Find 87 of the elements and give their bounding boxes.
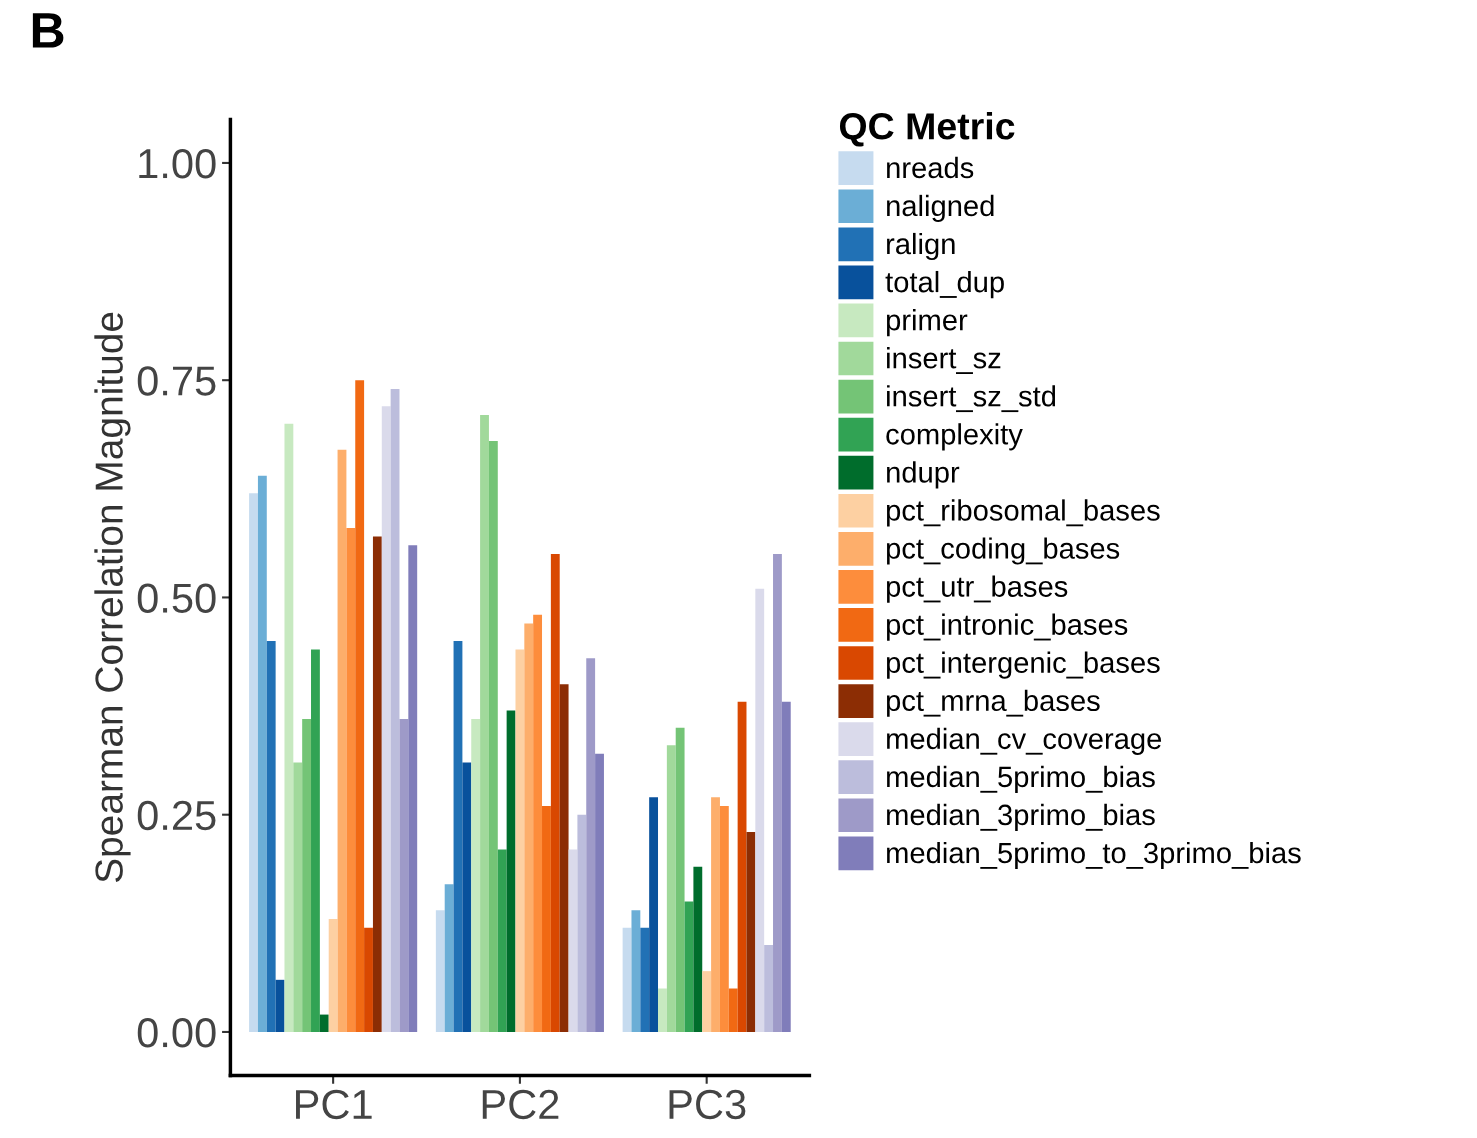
bar — [586, 658, 596, 1032]
bar — [453, 640, 463, 1032]
legend-label: median_5primo_bias — [887, 765, 1155, 793]
bar — [711, 797, 720, 1032]
bar — [390, 388, 400, 1032]
bar — [399, 719, 409, 1032]
x-tick-label: PC3 — [669, 1089, 746, 1120]
bar — [302, 719, 312, 1032]
bar — [515, 649, 525, 1032]
bar — [328, 918, 338, 1032]
bar — [781, 701, 791, 1032]
y-tick-label: 0.75 — [137, 366, 216, 396]
legend-label: ndupr — [887, 461, 960, 489]
bar — [550, 554, 560, 1032]
bar — [702, 971, 712, 1032]
bar — [773, 554, 782, 1032]
bar — [755, 588, 765, 1032]
bar — [346, 527, 356, 1032]
legend-title: QC Metric — [839, 112, 1015, 147]
y-axis-title: Spearman Correlation Magnitude — [94, 312, 131, 883]
bar — [337, 449, 347, 1032]
legend-label: insert_sz — [887, 347, 1001, 375]
y-tick-label: 0.25 — [137, 800, 216, 831]
bar — [311, 649, 320, 1032]
bar — [631, 910, 641, 1032]
bar — [622, 927, 632, 1032]
bar — [284, 423, 294, 1032]
legend-label: naligned — [887, 194, 994, 223]
bar — [568, 849, 578, 1032]
bar — [355, 380, 365, 1032]
bar — [595, 753, 604, 1032]
legend-label: pct_intergenic_bases — [886, 651, 1160, 679]
bar — [293, 762, 303, 1032]
bar — [684, 901, 694, 1032]
legend-label: median_5primo_to_3primo_bias — [887, 841, 1301, 870]
bar — [640, 927, 650, 1032]
bar — [649, 797, 659, 1032]
bar — [471, 719, 481, 1032]
legend-label: ralign — [887, 232, 955, 261]
bar — [728, 988, 738, 1032]
bar — [488, 441, 498, 1032]
bar — [435, 910, 445, 1032]
x-tick-label: PC2 — [482, 1089, 559, 1120]
legend-label: complexity — [886, 423, 1023, 451]
text: B — [32, 13, 64, 48]
bar — [719, 806, 729, 1032]
bar — [524, 623, 534, 1032]
bar — [658, 988, 667, 1032]
bar — [266, 640, 276, 1032]
bar — [319, 1014, 329, 1032]
bar — [480, 414, 489, 1032]
bar — [542, 806, 551, 1032]
legend-label: nreads — [887, 156, 974, 179]
bar — [559, 684, 569, 1032]
legend-label: insert_sz_std — [887, 385, 1056, 413]
legend-label: median_cv_coverage — [887, 727, 1162, 755]
legend-label: pct_ribosomal_bases — [886, 499, 1160, 527]
bar — [444, 884, 454, 1032]
bar — [675, 727, 685, 1032]
legend-label: pct_intronic_bases — [886, 613, 1128, 641]
y-tick-label: 0.50 — [137, 583, 216, 613]
legend-label: pct_coding_bases — [886, 537, 1120, 565]
bar — [257, 475, 267, 1032]
bar — [497, 849, 507, 1032]
legend-label: pct_mrna_bases — [886, 689, 1100, 717]
bar — [462, 762, 472, 1032]
bar — [275, 979, 285, 1032]
y-tick-label: 0.00 — [137, 1017, 216, 1048]
bar — [764, 945, 774, 1032]
bar — [364, 927, 373, 1032]
bar — [693, 866, 703, 1032]
bar — [381, 406, 391, 1032]
legend-label: median_3primo_bias — [887, 803, 1155, 832]
bar — [408, 545, 418, 1032]
x-tick-label: PC1 — [296, 1089, 372, 1120]
bar — [249, 493, 258, 1032]
legend-label: primer — [886, 309, 968, 337]
bar — [737, 701, 747, 1032]
bar — [372, 536, 382, 1032]
bar — [666, 745, 676, 1032]
bar — [746, 832, 756, 1032]
bar — [577, 814, 587, 1032]
legend-label: total_dup — [885, 270, 1004, 299]
bar — [506, 710, 516, 1032]
legend-label: pct_utr_bases — [886, 575, 1068, 603]
bar — [533, 614, 543, 1032]
y-tick-label: 1.00 — [139, 148, 216, 179]
